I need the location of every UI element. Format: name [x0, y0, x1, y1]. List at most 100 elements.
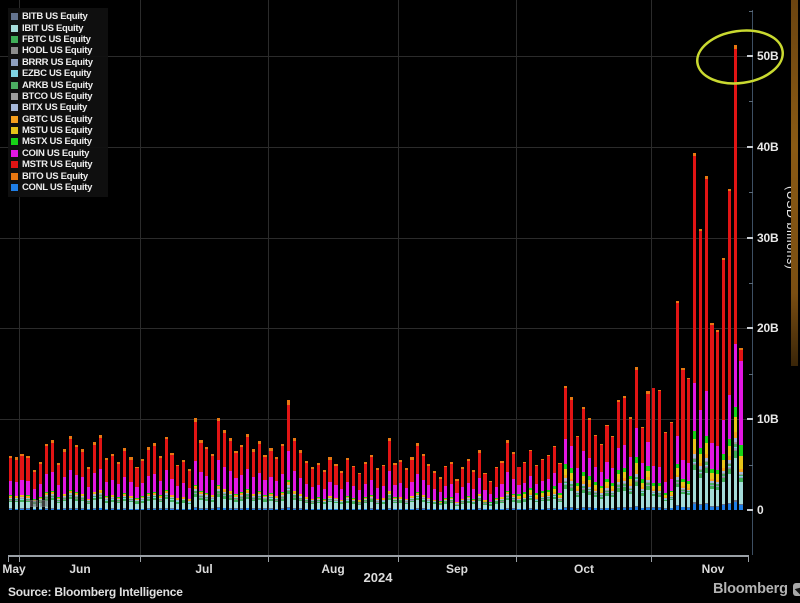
volume-bar-jun [50, 440, 54, 510]
segment-mstr [38, 463, 42, 485]
legend-item-ezbc[interactable]: EZBC US Equity [11, 68, 104, 79]
segment-mstu [646, 470, 650, 477]
segment-coin [587, 457, 591, 477]
segment-ibit [529, 499, 533, 509]
segment-fbtc [111, 500, 115, 502]
segment-gbtc [257, 492, 261, 495]
segment-ibit [669, 500, 673, 509]
segment-bito [298, 450, 303, 453]
segment-coin [534, 484, 539, 494]
legend-item-mstu[interactable]: MSTU US Equity [11, 125, 104, 136]
volume-bar-nov [681, 368, 685, 510]
legend-item-conl[interactable]: CONL US Equity [11, 182, 104, 193]
segment-coin [269, 476, 273, 494]
segment-fbtc [158, 500, 162, 503]
y-minor-tick [749, 10, 753, 12]
legend-item-ibit[interactable]: IBIT US Equity [11, 22, 104, 34]
legend-item-bitx[interactable]: BITX US Equity [11, 102, 104, 113]
segment-bitx [410, 498, 414, 500]
segment-conl [494, 509, 498, 510]
segment-gbtc [9, 496, 13, 498]
segment-conl [26, 508, 30, 510]
segment-fbtc [152, 498, 157, 501]
legend-item-mstx[interactable]: MSTX US Equity [11, 136, 104, 147]
segment-bito [432, 471, 437, 473]
y-tick-20B [747, 327, 753, 330]
segment-fbtc [135, 502, 139, 504]
segment-bito [704, 175, 708, 179]
segment-bito [494, 466, 498, 469]
volume-bar-jun [56, 462, 60, 510]
segment-mstr [352, 467, 356, 487]
segment-conl [275, 508, 279, 510]
segment-bitx [564, 478, 568, 481]
volume-bar-aug [292, 438, 297, 510]
volume-bar-aug [369, 454, 373, 510]
segment-fbtc [564, 485, 568, 490]
legend-item-arkb[interactable]: ARKB US Equity [11, 79, 104, 91]
segment-bitb [675, 505, 679, 507]
volume-bar-oct [640, 426, 644, 510]
segment-bito [158, 455, 162, 458]
segment-arkb [20, 498, 24, 500]
legend-item-brrr[interactable]: BRRR US Equity [11, 57, 104, 68]
legend-item-mstr[interactable]: MSTR US Equity [11, 159, 104, 170]
segment-bitx [483, 501, 487, 503]
segment-fbtc [675, 483, 679, 487]
segment-ezbc [733, 446, 737, 449]
segment-gbtc [658, 489, 662, 492]
segment-mstr [9, 457, 13, 481]
segment-fbtc [240, 498, 244, 501]
segment-arkb [410, 499, 414, 501]
legend-item-fbtc[interactable]: FBTC US Equity [11, 34, 104, 45]
segment-gbtc [739, 468, 743, 472]
segment-ezbc [722, 475, 726, 477]
legend-item-bitb[interactable]: BITB US Equity [11, 11, 104, 22]
segment-mstr [605, 426, 609, 462]
legend-item-hodl[interactable]: HODL US Equity [11, 45, 104, 56]
segment-bitx [182, 498, 186, 500]
segment-bito [251, 449, 256, 452]
segment-bito [182, 460, 186, 463]
legend-item-coin[interactable]: COIN US Equity [11, 148, 104, 159]
segment-conl [182, 509, 186, 510]
segment-mstr [44, 446, 48, 475]
segment-mstr [570, 399, 574, 446]
segment-mstr [328, 459, 332, 482]
segment-ibit [716, 489, 720, 507]
segment-bito [310, 467, 314, 470]
segment-ibit [593, 497, 597, 508]
segment-mstr [269, 450, 273, 477]
segment-bito [9, 455, 13, 458]
segment-fbtc [234, 499, 238, 502]
segment-coin [646, 442, 650, 467]
segment-gbtc [472, 499, 476, 501]
segment-mstr [117, 463, 121, 485]
segment-arkb [228, 495, 232, 497]
segment-ibit [375, 504, 379, 509]
segment-fbtc [552, 497, 556, 500]
segment-brrr [716, 486, 720, 487]
segment-bitb [687, 507, 691, 508]
legend-item-gbtc[interactable]: GBTC US Equity [11, 114, 104, 125]
segment-coin [246, 468, 250, 490]
segment-bitx [675, 477, 679, 480]
legend-item-btco[interactable]: BTCO US Equity [11, 91, 104, 102]
segment-bito [421, 453, 425, 457]
segment-bitx [246, 492, 250, 495]
segment-fbtc [692, 464, 697, 471]
segment-gbtc [141, 497, 145, 499]
segment-bitb [646, 506, 650, 508]
volume-bar-jun [80, 449, 85, 510]
segment-conl [727, 504, 732, 510]
legend-swatch-hodl [11, 47, 18, 55]
segment-conl [176, 509, 180, 510]
segment-mstx [228, 490, 232, 492]
legend-item-bito[interactable]: BITO US Equity [11, 170, 104, 182]
segment-bito [477, 450, 482, 453]
segment-bitb [704, 502, 708, 504]
segment-ibit [14, 502, 18, 509]
segment-arkb [316, 500, 320, 502]
segment-bito [529, 450, 533, 452]
segment-ibit [129, 502, 133, 509]
